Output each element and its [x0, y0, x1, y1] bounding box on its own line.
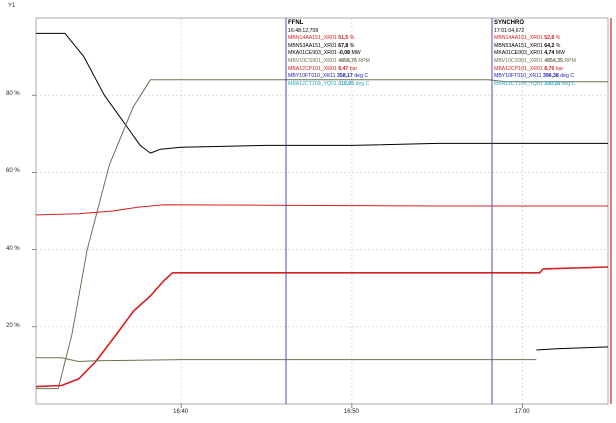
cursor-row-unit: deg C	[561, 80, 576, 87]
cursor-row-tag: MBN14AA151_XR01	[494, 35, 543, 42]
y-tick-label: 80 %	[6, 91, 20, 98]
cursor-row-tag: MKA01CE903_XR01	[494, 50, 543, 57]
cursor-row-tag: MBA12CP101_XR01	[288, 65, 337, 72]
cursor-readout-ffnl: FFNL 16:48:12,709 MBN14AA151_XR01 51,5 %…	[288, 20, 370, 88]
cursor-row-value: 396,38	[542, 73, 559, 80]
cursor-row: MBN14AA151_XR01 52,8 %	[494, 35, 576, 43]
cursor-rows: MBN14AA151_XR01 52,8 % MBN53AA151_XR01 64…	[494, 35, 576, 88]
cursor-title: FFNL	[288, 20, 304, 26]
cursor-row-tag: MKA01CE903_XR01	[288, 50, 337, 57]
cursor-row-unit: RPM	[358, 57, 370, 64]
cursor-row-tag: MBN53AA151_XR01	[288, 42, 337, 49]
series-line	[536, 346, 609, 351]
cursor-rows: MBN14AA151_XR01 51,5 % MBN53AA151_XR01 67…	[288, 35, 370, 88]
cursor-row-value: 4858,76	[338, 57, 357, 64]
cursor-row-unit: bar	[349, 65, 358, 72]
cursor-row-value: 358,17	[336, 73, 353, 80]
cursor-row-tag: MBY10FT010_XR11	[288, 73, 336, 80]
cursor-row: MBA12CT109_YQ01 318,85 deg C	[288, 81, 370, 89]
cursor-row-unit: deg C	[355, 80, 370, 87]
y-tick-label: 60 %	[6, 168, 20, 175]
cursor-readout-synchro: SYNCHRO 17:01:04,672 MBN14AA151_XR01 52,…	[494, 20, 576, 88]
cursor-row: MBY10FT010_XR11 396,38 deg C	[494, 73, 576, 81]
y-tick-label: 20 %	[6, 322, 20, 329]
cursor-row-tag: MBN53AA151_XR01	[494, 42, 543, 49]
cursor-row-tag: MBV10CS901_XR01	[288, 57, 337, 64]
cursor-row-value: 8,76	[544, 65, 555, 72]
cursor-row-unit: deg C	[354, 73, 369, 80]
cursor-time: 16:48:12,709	[288, 27, 319, 34]
cursor-row-unit: bar	[555, 65, 564, 72]
grid-lines	[36, 18, 608, 404]
cursor-row: MBN14AA151_XR01 51,5 %	[288, 35, 370, 43]
series-line	[36, 357, 537, 362]
cursor-row-unit: deg C	[560, 73, 575, 80]
cursor-row: MKA01CE903_XR01 4,74 MW	[494, 50, 576, 58]
cursor-row: MBY10FT010_XR11 358,17 deg C	[288, 73, 370, 81]
y-tick-label: 40 %	[6, 245, 20, 252]
cursor-row-value: 64,2	[544, 42, 555, 49]
series-group	[35, 32, 609, 390]
series-line	[35, 266, 609, 388]
cursor-row: MBV10CS901_XR01 4858,76 RPM	[288, 58, 370, 66]
series-line	[36, 79, 608, 390]
cursor-row: MBA12CP101_XR01 8,47 bar	[288, 66, 370, 74]
cursor-row-unit: MW	[555, 50, 565, 57]
cursor-row-tag: MBN14AA151_XR01	[288, 35, 337, 42]
cursor-row-unit: %	[349, 42, 355, 49]
axes	[32, 17, 609, 408]
cursor-row-value: 67,8	[338, 42, 349, 49]
cursor-row-value: 4,74	[544, 50, 555, 57]
cursor-row-value: 8,47	[338, 65, 349, 72]
cursor-time: 17:01:04,672	[494, 27, 525, 34]
cursor-row-tag: MBY10FT010_XR11	[494, 73, 542, 80]
cursor-row-value: 52,8	[544, 35, 555, 42]
cursor-row-unit: RPM	[564, 57, 576, 64]
cursor-lines	[285, 18, 612, 404]
cursor-row-value: 318,85	[338, 80, 355, 87]
cursor-row: MBN53AA151_XR01 67,8 %	[288, 43, 370, 51]
cursor-row-unit: %	[349, 35, 355, 42]
cursor-row-value: 330,18	[544, 80, 561, 87]
cursor-row: MBA12CP101_XR01 8,76 bar	[494, 66, 576, 74]
x-tick-label: 16:40	[173, 409, 189, 415]
cursor-row: MBA12CT109_YQ01 330,18 deg C	[494, 81, 576, 89]
x-tick-label: 16:50	[343, 409, 359, 415]
cursor-row-unit: MW	[351, 50, 361, 57]
x-tick-label: 17:00	[514, 409, 530, 415]
cursor-row-value: 51,5	[338, 35, 349, 42]
cursor-row-tag: MBA12CT109_YQ01	[494, 80, 543, 87]
cursor-row-tag: MBA12CP101_XR01	[494, 65, 543, 72]
cursor-row: MBN53AA151_XR01 64,2 %	[494, 43, 576, 51]
plot-frame	[35, 17, 609, 405]
y-axis-title: Y1	[8, 3, 16, 9]
cursor-row-tag: MBV10CS901_XR01	[494, 57, 543, 64]
series-line	[36, 32, 608, 154]
cursor-title: SYNCHRO	[494, 20, 525, 26]
cursor-row-value: -0,08	[338, 50, 351, 57]
cursor-row-unit: %	[555, 35, 561, 42]
cursor-row: MBV10CS901_XR01 4854,35 RPM	[494, 58, 576, 66]
cursor-row-tag: MBA12CT109_YQ01	[288, 80, 337, 87]
series-line	[35, 204, 608, 216]
cursor-row-unit: %	[555, 42, 561, 49]
cursor-row-value: 4854,35	[544, 57, 563, 64]
cursor-row: MKA01CE903_XR01 -0,08 MW	[288, 50, 370, 58]
